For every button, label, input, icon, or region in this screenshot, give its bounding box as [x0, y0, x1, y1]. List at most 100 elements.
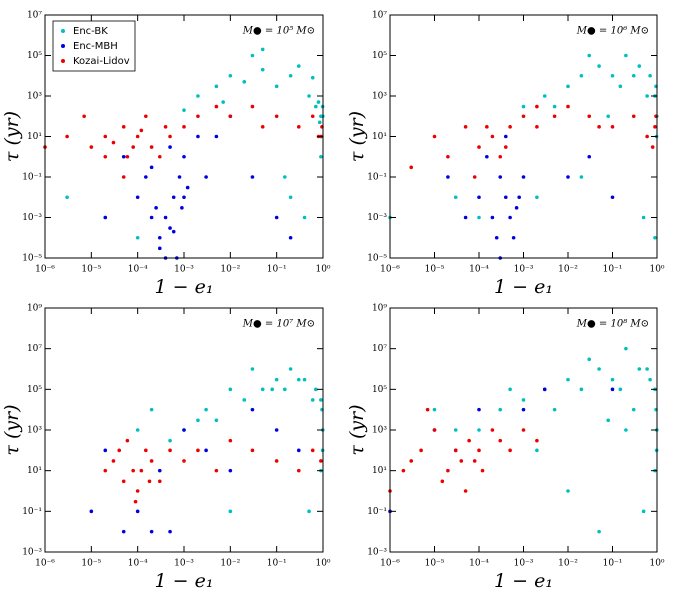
x-tick-label: 10⁻⁵: [81, 265, 101, 275]
point: [485, 125, 489, 129]
point: [103, 468, 108, 473]
point: [480, 468, 485, 473]
point: [288, 367, 293, 371]
point: [204, 407, 208, 412]
point: [168, 134, 172, 139]
point: [121, 154, 126, 159]
point: [103, 154, 108, 159]
point: [250, 367, 255, 371]
y-tick-label: 10⁷: [27, 344, 42, 354]
point: [610, 377, 615, 382]
point: [453, 448, 458, 453]
point: [552, 407, 557, 412]
annotation: M● = 10⁶ M⊙: [576, 26, 649, 37]
point: [503, 195, 508, 200]
y-axis-label: τ (yr): [346, 404, 368, 455]
point: [597, 367, 601, 371]
x-tick-label: 10⁰: [649, 559, 664, 569]
x-tick-label: 10⁻²: [558, 265, 578, 275]
point: [425, 407, 430, 412]
point: [618, 84, 623, 89]
point: [490, 428, 495, 432]
point: [171, 195, 176, 200]
point: [463, 125, 468, 129]
point: [250, 448, 255, 453]
point: [432, 407, 437, 412]
point: [624, 428, 628, 432]
point: [472, 459, 477, 463]
point: [250, 175, 255, 179]
point: [579, 387, 584, 392]
x-tick-label: 10⁻⁴: [128, 559, 148, 569]
point: [587, 357, 592, 362]
y-tick-label: 10⁵: [27, 51, 42, 61]
point: [214, 104, 219, 109]
point: [552, 104, 557, 109]
point: [508, 387, 512, 392]
point: [317, 120, 322, 125]
x-tick-label: 10⁻⁴: [469, 559, 489, 569]
point: [446, 175, 450, 179]
y-tick-label: 10⁷: [27, 11, 42, 21]
point: [121, 529, 126, 534]
point: [274, 459, 279, 463]
point: [163, 215, 168, 220]
point: [624, 346, 628, 351]
point: [149, 215, 154, 220]
legend-label: Kozai-Lidov: [73, 56, 130, 67]
point: [319, 154, 323, 159]
point: [641, 215, 646, 220]
point: [196, 114, 200, 119]
point: [579, 175, 584, 179]
x-tick-label: 10⁻¹: [267, 265, 287, 275]
x-tick-label: 10⁻⁶: [35, 559, 55, 569]
y-tick-label: 10⁹: [372, 304, 387, 314]
point: [521, 407, 526, 412]
legend-marker: [61, 44, 65, 48]
point: [180, 206, 184, 210]
point: [296, 125, 301, 129]
y-tick-label: 10¹: [372, 132, 387, 142]
legend-label: Enc-MBH: [73, 41, 118, 52]
point: [154, 206, 158, 210]
point: [494, 235, 499, 240]
point: [149, 529, 154, 534]
point: [606, 418, 610, 423]
point: [228, 114, 233, 119]
x-tick-label: 10⁻⁵: [425, 559, 445, 569]
point: [610, 387, 615, 392]
point: [168, 438, 172, 443]
legend-label: Enc-BK: [73, 26, 108, 37]
x-tick-label: 10⁻¹: [267, 559, 287, 569]
point: [121, 125, 126, 129]
point: [508, 215, 512, 220]
panel: 10⁻⁶ 10⁻⁵ 10⁻⁴ 10⁻³ 10⁻² 10⁻¹ 10⁰ 10⁻³ 10⁻¹ 10¹ 10…: [346, 304, 665, 593]
point: [319, 459, 323, 463]
point: [314, 387, 318, 392]
point: [419, 448, 423, 453]
point: [144, 175, 148, 179]
x-axis-label: 1 − e₁: [155, 570, 214, 592]
point: [566, 377, 570, 382]
point: [535, 448, 539, 453]
point: [508, 125, 512, 129]
x-axis-label: 1 − e₁: [494, 570, 553, 592]
point: [103, 215, 108, 220]
point: [453, 195, 458, 200]
point: [296, 377, 301, 382]
point: [221, 100, 225, 104]
point: [214, 134, 219, 139]
point: [401, 468, 406, 473]
point: [117, 448, 122, 453]
legend-marker: [61, 29, 65, 33]
y-tick-label: 10⁵: [372, 385, 387, 395]
point: [566, 104, 570, 109]
point: [157, 246, 162, 251]
point: [587, 114, 592, 119]
point: [432, 134, 437, 139]
point: [242, 398, 247, 402]
point: [477, 448, 481, 453]
point: [453, 428, 458, 432]
y-tick-label: 10⁻³: [22, 213, 42, 223]
point: [503, 134, 508, 139]
